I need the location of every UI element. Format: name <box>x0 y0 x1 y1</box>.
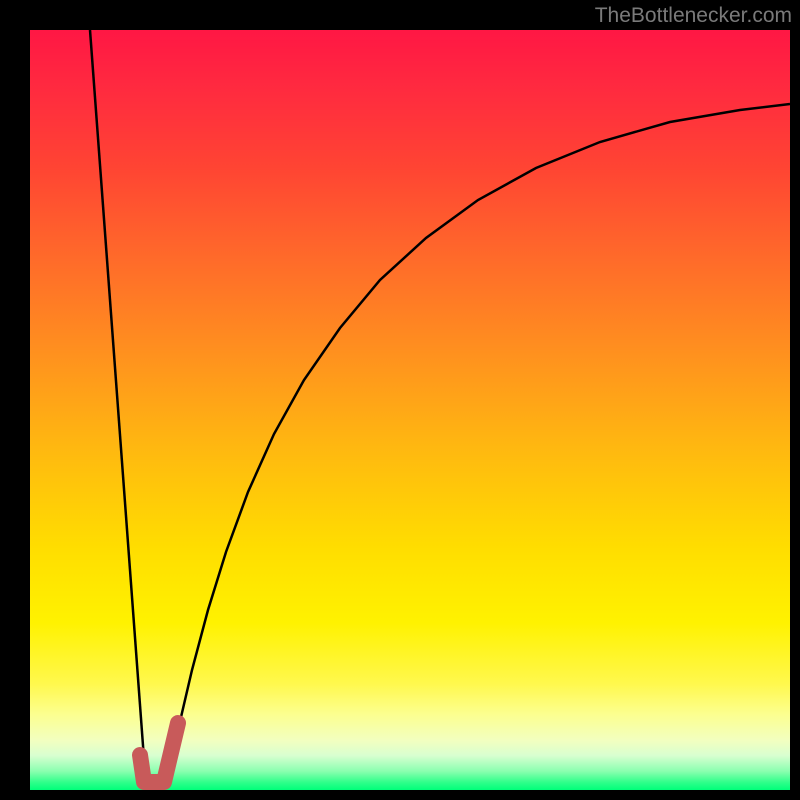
curve-overlay <box>30 30 790 790</box>
watermark-text: TheBottlenecker.com <box>595 4 792 28</box>
curve-left-descending <box>90 30 146 786</box>
curve-right-ascending <box>165 104 790 786</box>
bottleneck-chart: TheBottlenecker.com <box>0 0 800 800</box>
plot-area <box>30 30 790 790</box>
optimal-marker <box>140 723 178 782</box>
